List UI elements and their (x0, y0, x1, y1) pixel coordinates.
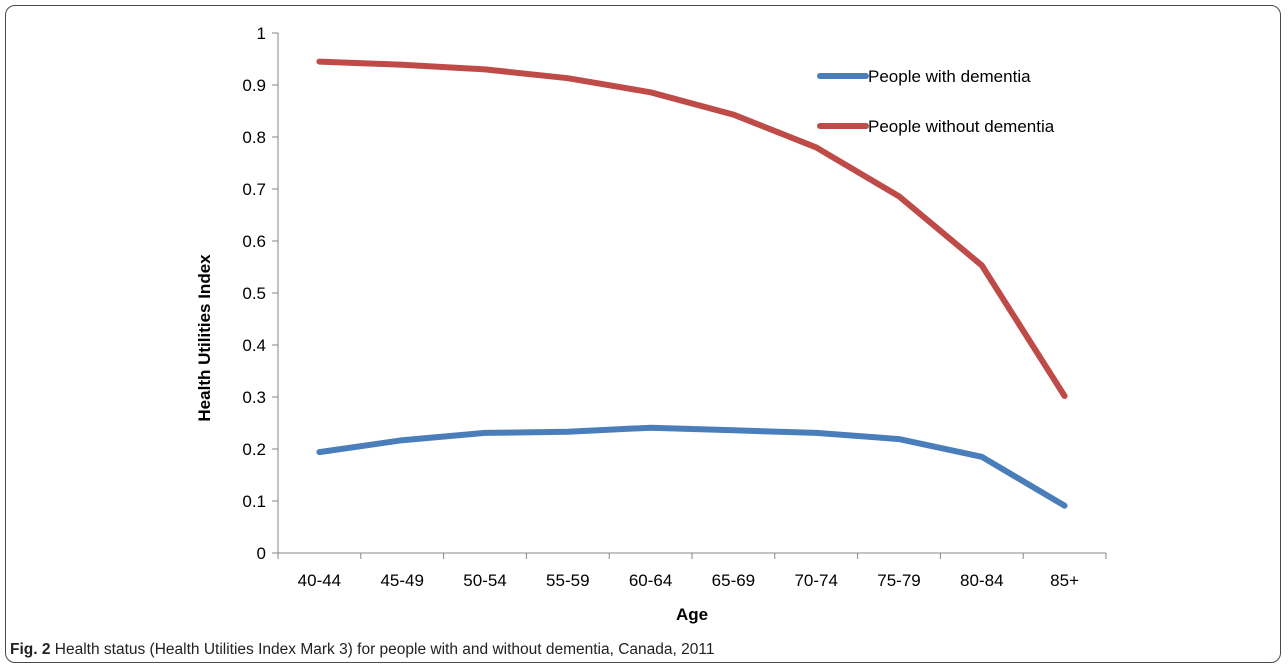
y-tick-label: 1 (257, 24, 266, 43)
legend-label: People with dementia (868, 67, 1031, 86)
y-tick-label: 0.7 (242, 180, 266, 199)
y-tick-label: 0.3 (242, 388, 266, 407)
x-tick-label: 55-59 (546, 571, 589, 590)
y-tick-label: 0.4 (242, 336, 266, 355)
series-layer (316, 58, 1068, 509)
x-tick-label: 65-69 (712, 571, 755, 590)
x-tick-label: 70-74 (794, 571, 837, 590)
x-axis: 40-44 45-49 50-54 55-59 60-64 65-69 70-74 75-79… (277, 552, 1107, 590)
y-tick-label: 0.8 (242, 128, 266, 147)
figure-caption-label: Fig. 2 (10, 641, 51, 658)
legend-label: People without dementia (868, 117, 1055, 136)
line-chart: 0 0.1 0.2 0.3 0.4 0.5 0.6 0.7 0.8 0.9 1 40-44 45-49… (195, 24, 1107, 624)
y-tick-label: 0.1 (242, 492, 266, 511)
y-axis-title: Health Utilities Index (195, 254, 214, 422)
x-tick-label: 60-64 (629, 571, 672, 590)
x-tick-label: 50-54 (463, 571, 506, 590)
x-axis-title: Age (676, 605, 708, 624)
x-tick-label: 75-79 (877, 571, 920, 590)
series-line-1 (316, 424, 1068, 509)
figure-caption: Fig. 2 Health status (Health Utilities I… (10, 641, 714, 659)
y-tick-label: 0.9 (242, 76, 266, 95)
legend: People with dementia People without demen… (817, 67, 1055, 136)
y-tick-label: 0.5 (242, 284, 266, 303)
x-tick-label: 80-84 (960, 571, 1003, 590)
y-tick-label: 0.2 (242, 440, 266, 459)
series-line-2 (316, 58, 1068, 399)
figure-caption-text: Health status (Health Utilities Index Ma… (50, 641, 715, 658)
x-tick-label: 85+ (1050, 571, 1079, 590)
x-tick-label: 40-44 (298, 571, 341, 590)
y-tick-label: 0.6 (242, 232, 266, 251)
y-axis: 0 0.1 0.2 0.3 0.4 0.5 0.6 0.7 0.8 0.9 1 (242, 24, 279, 563)
x-tick-label: 45-49 (380, 571, 423, 590)
y-tick-label: 0 (257, 544, 266, 563)
